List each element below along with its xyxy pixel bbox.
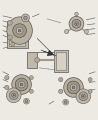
Circle shape bbox=[70, 84, 77, 91]
Circle shape bbox=[63, 99, 69, 105]
Circle shape bbox=[5, 85, 9, 90]
Ellipse shape bbox=[7, 17, 32, 44]
Circle shape bbox=[24, 98, 29, 104]
Circle shape bbox=[12, 75, 31, 94]
Circle shape bbox=[18, 81, 25, 88]
Circle shape bbox=[67, 81, 80, 94]
Circle shape bbox=[76, 89, 91, 104]
Circle shape bbox=[69, 16, 84, 31]
Circle shape bbox=[64, 78, 83, 97]
Circle shape bbox=[72, 19, 81, 28]
Circle shape bbox=[29, 76, 33, 80]
Circle shape bbox=[64, 29, 69, 34]
Circle shape bbox=[72, 86, 75, 89]
Circle shape bbox=[5, 75, 9, 80]
Bar bbox=[9, 23, 25, 46]
Circle shape bbox=[59, 77, 63, 82]
Circle shape bbox=[75, 12, 78, 16]
Circle shape bbox=[11, 42, 15, 46]
Circle shape bbox=[16, 27, 23, 34]
Circle shape bbox=[84, 29, 88, 34]
Bar bbox=[7, 21, 28, 48]
Circle shape bbox=[7, 35, 12, 40]
Bar bbox=[54, 50, 68, 72]
Circle shape bbox=[22, 14, 29, 22]
Circle shape bbox=[29, 89, 33, 93]
Circle shape bbox=[7, 20, 12, 25]
Circle shape bbox=[35, 58, 40, 62]
Circle shape bbox=[13, 24, 26, 37]
Circle shape bbox=[12, 93, 16, 97]
Bar bbox=[56, 52, 66, 70]
Circle shape bbox=[9, 91, 18, 100]
Circle shape bbox=[74, 22, 78, 26]
Circle shape bbox=[6, 88, 21, 103]
Circle shape bbox=[64, 101, 67, 104]
Circle shape bbox=[15, 78, 28, 91]
Bar bbox=[27, 52, 37, 68]
Circle shape bbox=[81, 94, 85, 98]
Circle shape bbox=[13, 94, 15, 96]
Circle shape bbox=[25, 100, 28, 103]
Circle shape bbox=[18, 29, 21, 32]
Circle shape bbox=[79, 92, 88, 101]
Circle shape bbox=[24, 16, 27, 20]
Circle shape bbox=[20, 83, 23, 86]
Circle shape bbox=[83, 96, 84, 97]
Circle shape bbox=[88, 89, 92, 93]
Circle shape bbox=[59, 89, 63, 93]
Circle shape bbox=[88, 78, 92, 82]
Circle shape bbox=[76, 23, 77, 24]
